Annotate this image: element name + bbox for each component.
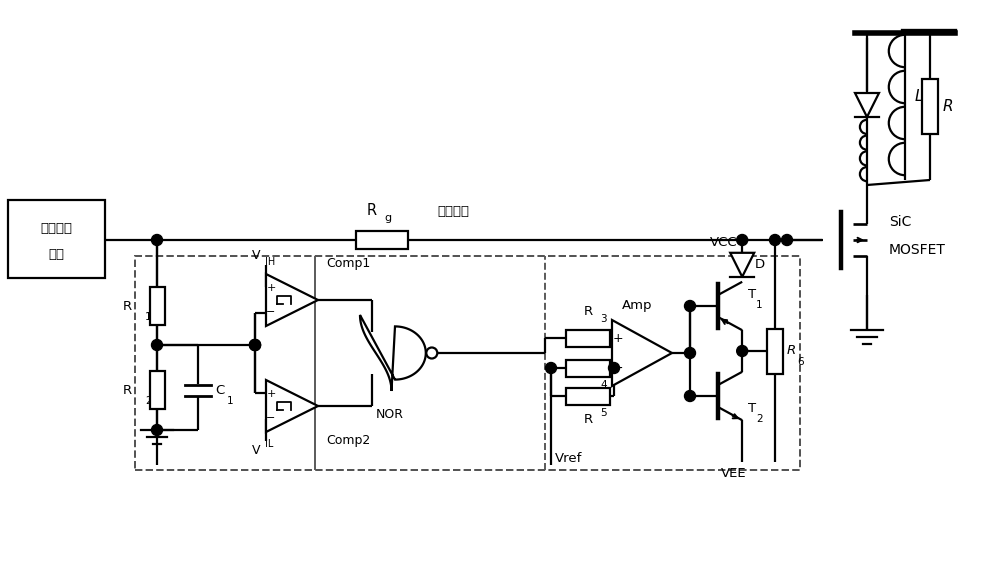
Text: SiC: SiC	[889, 215, 911, 229]
Text: 2: 2	[756, 414, 763, 424]
Text: +: +	[613, 332, 623, 344]
Circle shape	[152, 235, 162, 246]
Text: L: L	[915, 89, 924, 104]
Bar	[566, 329, 610, 346]
Circle shape	[249, 339, 260, 350]
Polygon shape	[612, 320, 672, 386]
Circle shape	[546, 362, 556, 373]
Bar	[566, 387, 610, 405]
Text: +: +	[266, 283, 276, 293]
Text: Comp2: Comp2	[326, 434, 370, 447]
Text: 5: 5	[600, 408, 607, 418]
Circle shape	[737, 235, 748, 246]
Circle shape	[684, 347, 696, 358]
Circle shape	[782, 235, 793, 246]
Text: C: C	[215, 383, 224, 397]
Circle shape	[249, 339, 260, 350]
Text: R: R	[583, 413, 593, 426]
Text: 1: 1	[145, 312, 152, 321]
Text: 6: 6	[797, 357, 804, 367]
Circle shape	[426, 347, 437, 358]
Polygon shape	[855, 93, 879, 117]
Bar	[150, 371, 164, 409]
Polygon shape	[360, 315, 426, 391]
Text: 2: 2	[145, 395, 152, 406]
Text: V: V	[252, 249, 260, 262]
Text: R: R	[367, 203, 377, 218]
Bar	[566, 360, 610, 376]
Text: 1: 1	[756, 300, 763, 310]
Text: VEE: VEE	[721, 467, 747, 480]
Text: R: R	[943, 99, 954, 114]
Text: R: R	[787, 344, 796, 358]
Circle shape	[684, 391, 696, 402]
Text: 驱动推挽: 驱动推挽	[41, 221, 72, 235]
Circle shape	[608, 362, 620, 373]
Polygon shape	[266, 274, 318, 326]
Circle shape	[152, 339, 162, 350]
Polygon shape	[730, 253, 754, 277]
Bar	[767, 328, 783, 373]
Text: VCC: VCC	[710, 236, 738, 249]
Text: T: T	[748, 287, 756, 301]
Text: 1: 1	[227, 395, 234, 406]
Text: 4: 4	[600, 380, 607, 390]
Circle shape	[684, 301, 696, 312]
Text: +: +	[266, 390, 276, 399]
Text: IL: IL	[265, 439, 273, 449]
Text: R: R	[123, 383, 132, 397]
Bar	[150, 287, 164, 325]
Text: 驱动电阻: 驱动电阻	[437, 205, 469, 218]
Text: R: R	[583, 386, 593, 399]
Circle shape	[770, 235, 780, 246]
Text: NOR: NOR	[376, 408, 404, 421]
Polygon shape	[266, 380, 318, 432]
Text: Vref: Vref	[555, 452, 582, 465]
Text: R: R	[123, 299, 132, 313]
Circle shape	[249, 339, 260, 350]
Bar	[135, 256, 800, 470]
Bar	[356, 231, 408, 249]
Text: 3: 3	[600, 314, 607, 324]
Text: Amp: Amp	[622, 299, 652, 312]
Text: IH: IH	[265, 257, 275, 267]
Text: g: g	[384, 213, 391, 223]
Text: 电路: 电路	[49, 247, 64, 261]
Bar	[922, 79, 938, 134]
Text: R: R	[583, 305, 593, 318]
Text: D: D	[755, 258, 765, 271]
Text: −: −	[266, 307, 276, 317]
Bar	[8, 200, 105, 278]
Text: −: −	[266, 413, 276, 423]
Text: MOSFET: MOSFET	[889, 243, 946, 257]
Circle shape	[737, 346, 748, 357]
Circle shape	[152, 424, 162, 435]
Text: −: −	[613, 361, 623, 375]
Text: Comp1: Comp1	[326, 257, 370, 270]
Text: V: V	[252, 444, 260, 457]
Text: T: T	[748, 402, 756, 414]
